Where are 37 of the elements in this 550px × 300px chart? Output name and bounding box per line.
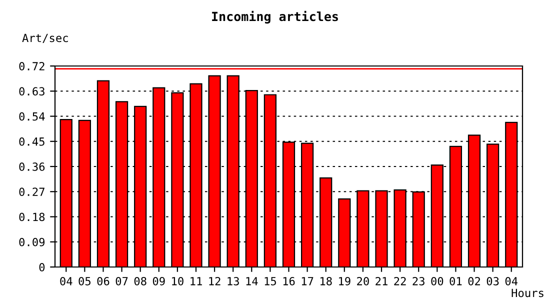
- x-tick-label: 01: [450, 276, 462, 286]
- x-tick-label: 02: [468, 276, 480, 286]
- x-tick-label: 06: [97, 276, 110, 286]
- x-tick-label: 14: [246, 277, 258, 286]
- y-tick-label: 0.36: [19, 162, 45, 171]
- x-tick-label: 20: [357, 276, 369, 286]
- x-tick-label: 22: [394, 276, 406, 286]
- x-tick-label: 05: [78, 276, 90, 286]
- y-tick-label: 0.09: [19, 238, 45, 246]
- y-tick-label: 0.54: [19, 112, 45, 121]
- x-tick-label: 09: [152, 276, 165, 286]
- x-tick-label: 03: [486, 276, 499, 286]
- x-tick-label: 15: [264, 277, 276, 286]
- x-tick-label: 21: [376, 276, 388, 286]
- x-tick-label: 18: [320, 276, 332, 286]
- x-tick-label: 23: [412, 276, 424, 286]
- y-tick-label: 0.27: [19, 188, 44, 196]
- y-tick-label: 0: [39, 263, 45, 272]
- y-axis-title: Art/sec: [22, 34, 68, 44]
- x-tick-label: 19: [339, 276, 350, 286]
- y-tick-label: 0.72: [19, 62, 44, 70]
- x-tick-label: 12: [209, 276, 220, 286]
- y-tick-label: 0.63: [19, 87, 44, 96]
- x-tick-label: 04: [505, 276, 518, 286]
- x-tick-label: 08: [134, 276, 146, 286]
- x-tick-label: 17: [302, 277, 314, 286]
- x-tick-label: 11: [190, 277, 202, 286]
- x-axis-title: Hours: [512, 288, 544, 298]
- x-tick-label: 13: [228, 276, 239, 286]
- y-tick-label: 0.45: [19, 137, 44, 146]
- x-tick-label: 07: [116, 276, 128, 286]
- x-tick-label: 16: [283, 276, 295, 286]
- x-tick-label: 10: [172, 276, 184, 286]
- y-tick-label: 0.18: [19, 212, 45, 222]
- chart-title: Incoming articles: [212, 10, 338, 24]
- x-tick-label: 00: [431, 276, 444, 286]
- x-tick-label: 04: [60, 276, 72, 286]
